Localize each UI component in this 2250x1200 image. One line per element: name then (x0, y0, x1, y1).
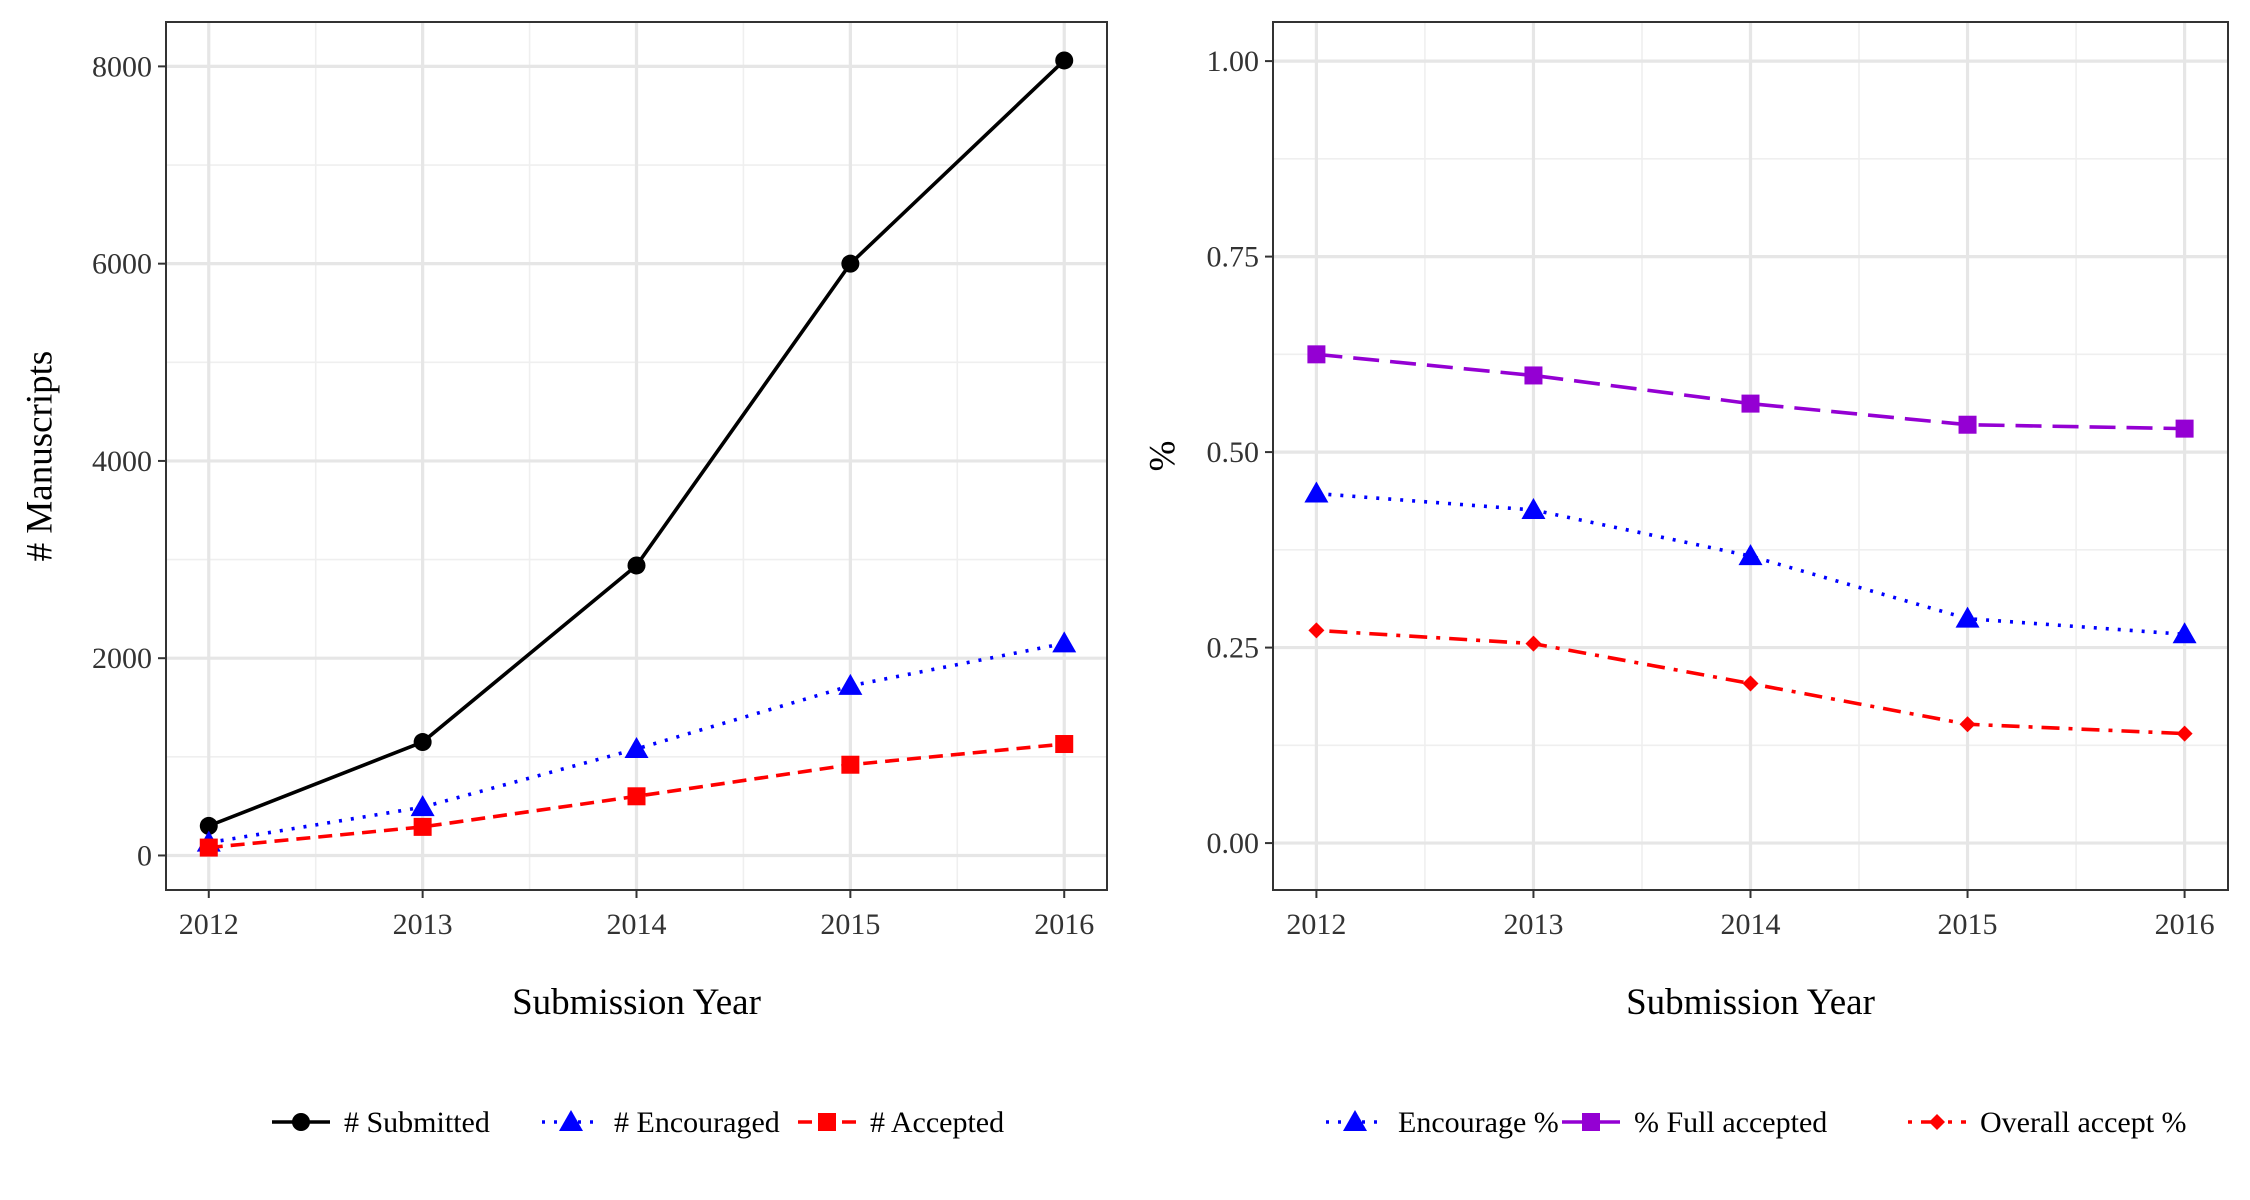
data-point-num-submitted (199, 816, 218, 835)
y-axis-title: # Manuscripts (20, 351, 61, 562)
x-tick-label: 2012 (1286, 908, 1346, 941)
legend-key-marker (292, 1113, 310, 1131)
legend: Encourage % % Full accepted Overall accept… (1326, 1106, 2187, 1139)
data-point-encourage-pct (1304, 481, 1329, 503)
data-point-num-encouraged (838, 673, 863, 695)
data-point-pct-full-accepted (1958, 415, 1977, 434)
data-point-overall-accept-pct (1959, 716, 1976, 733)
data-point-num-submitted (1055, 51, 1074, 70)
data-point-num-encouraged (624, 736, 649, 758)
legend-label: # Submitted (344, 1106, 490, 1139)
right-chart-percentages: 0.00 0.25 0.50 0.75 1.00 2012 2013 2014 2015 2016… (1143, 21, 2229, 1139)
legend-item-pct-full-accepted: % Full accepted (1562, 1106, 1827, 1139)
y-tick-label: 8000 (92, 50, 152, 83)
data-point-pct-full-accepted (1307, 345, 1326, 364)
legend-item-overall-accept-pct: Overall accept % (1908, 1106, 2187, 1139)
y-tick-label: 0.75 (1207, 241, 1260, 274)
legend-item-num-submitted: # Submitted (272, 1106, 490, 1139)
legend-key-marker (559, 1110, 583, 1131)
legend-label: Overall accept % (1980, 1106, 2187, 1139)
data-point-encourage-pct (1738, 544, 1763, 566)
x-tick-label: 2016 (2155, 908, 2215, 941)
legend-key-marker (1582, 1113, 1600, 1131)
legend-label: Encourage % (1398, 1106, 1559, 1139)
data-point-overall-accept-pct (1308, 622, 1325, 639)
data-point-pct-full-accepted (1524, 366, 1543, 385)
y-tick-label: 4000 (92, 445, 152, 478)
x-axis-title: Submission Year (1626, 982, 1875, 1023)
series-line-encourage-pct (1316, 491, 2185, 637)
legend-label: # Encouraged (614, 1106, 780, 1139)
x-tick-label: 2015 (820, 908, 880, 941)
left-chart-manuscripts: 0 2000 4000 6000 8000 2012 2013 2014 2015 2016 Sub… (20, 21, 1108, 1139)
data-point-num-submitted (627, 556, 646, 575)
y-axis-title: % (1143, 441, 1184, 472)
legend-key-marker (1929, 1114, 1945, 1130)
data-point-num-encouraged (410, 795, 435, 817)
y-tick-label: 0.00 (1207, 827, 1260, 860)
data-point-encourage-pct (2172, 622, 2197, 644)
y-tick-label: 2000 (92, 642, 152, 675)
y-tick-label: 1.00 (1207, 45, 1260, 78)
data-point-num-accepted (199, 838, 218, 857)
data-point-encourage-pct (1521, 497, 1546, 519)
x-tick-label: 2014 (607, 908, 667, 941)
x-tick-label: 2014 (1721, 908, 1781, 941)
data-point-num-accepted (1055, 735, 1074, 754)
legend-item-encourage-pct: Encourage % (1326, 1106, 1559, 1139)
series-line-num-encouraged (208, 641, 1065, 845)
data-point-num-submitted (413, 733, 432, 752)
data-point-overall-accept-pct (1742, 675, 1759, 692)
data-point-pct-full-accepted (1741, 394, 1760, 413)
data-point-overall-accept-pct (2176, 725, 2193, 742)
x-tick-label: 2013 (393, 908, 453, 941)
data-point-pct-full-accepted (2175, 419, 2194, 438)
data-point-num-encouraged (1052, 631, 1077, 653)
x-tick-label: 2016 (1034, 908, 1094, 941)
data-point-num-accepted (413, 817, 432, 836)
data-point-overall-accept-pct (1525, 635, 1542, 652)
legend-item-num-accepted: # Accepted (798, 1106, 1004, 1139)
legend-key-marker (1343, 1110, 1367, 1131)
data-point-num-submitted (841, 254, 860, 273)
y-tick-label: 0 (137, 839, 152, 872)
y-tick-label: 0.50 (1207, 436, 1260, 469)
legend-item-num-encouraged: # Encouraged (542, 1106, 780, 1139)
x-tick-label: 2013 (1503, 908, 1563, 941)
series-line-pct-full-accepted (1316, 352, 2185, 431)
legend-key-marker (818, 1113, 836, 1131)
legend: # Submitted # Encouraged # Accepted (272, 1106, 1004, 1139)
series-line-overall-accept-pct (1316, 628, 2185, 736)
x-axis-title: Submission Year (512, 982, 761, 1023)
data-point-num-accepted (627, 787, 646, 806)
y-tick-label: 6000 (92, 248, 152, 281)
data-point-num-accepted (841, 755, 860, 774)
x-tick-label: 2015 (1938, 908, 1998, 941)
data-point-encourage-pct (1955, 606, 1980, 628)
y-tick-label: 0.25 (1207, 632, 1260, 665)
x-tick-label: 2012 (179, 908, 239, 941)
legend-label: % Full accepted (1634, 1106, 1827, 1139)
legend-label: # Accepted (870, 1106, 1004, 1139)
